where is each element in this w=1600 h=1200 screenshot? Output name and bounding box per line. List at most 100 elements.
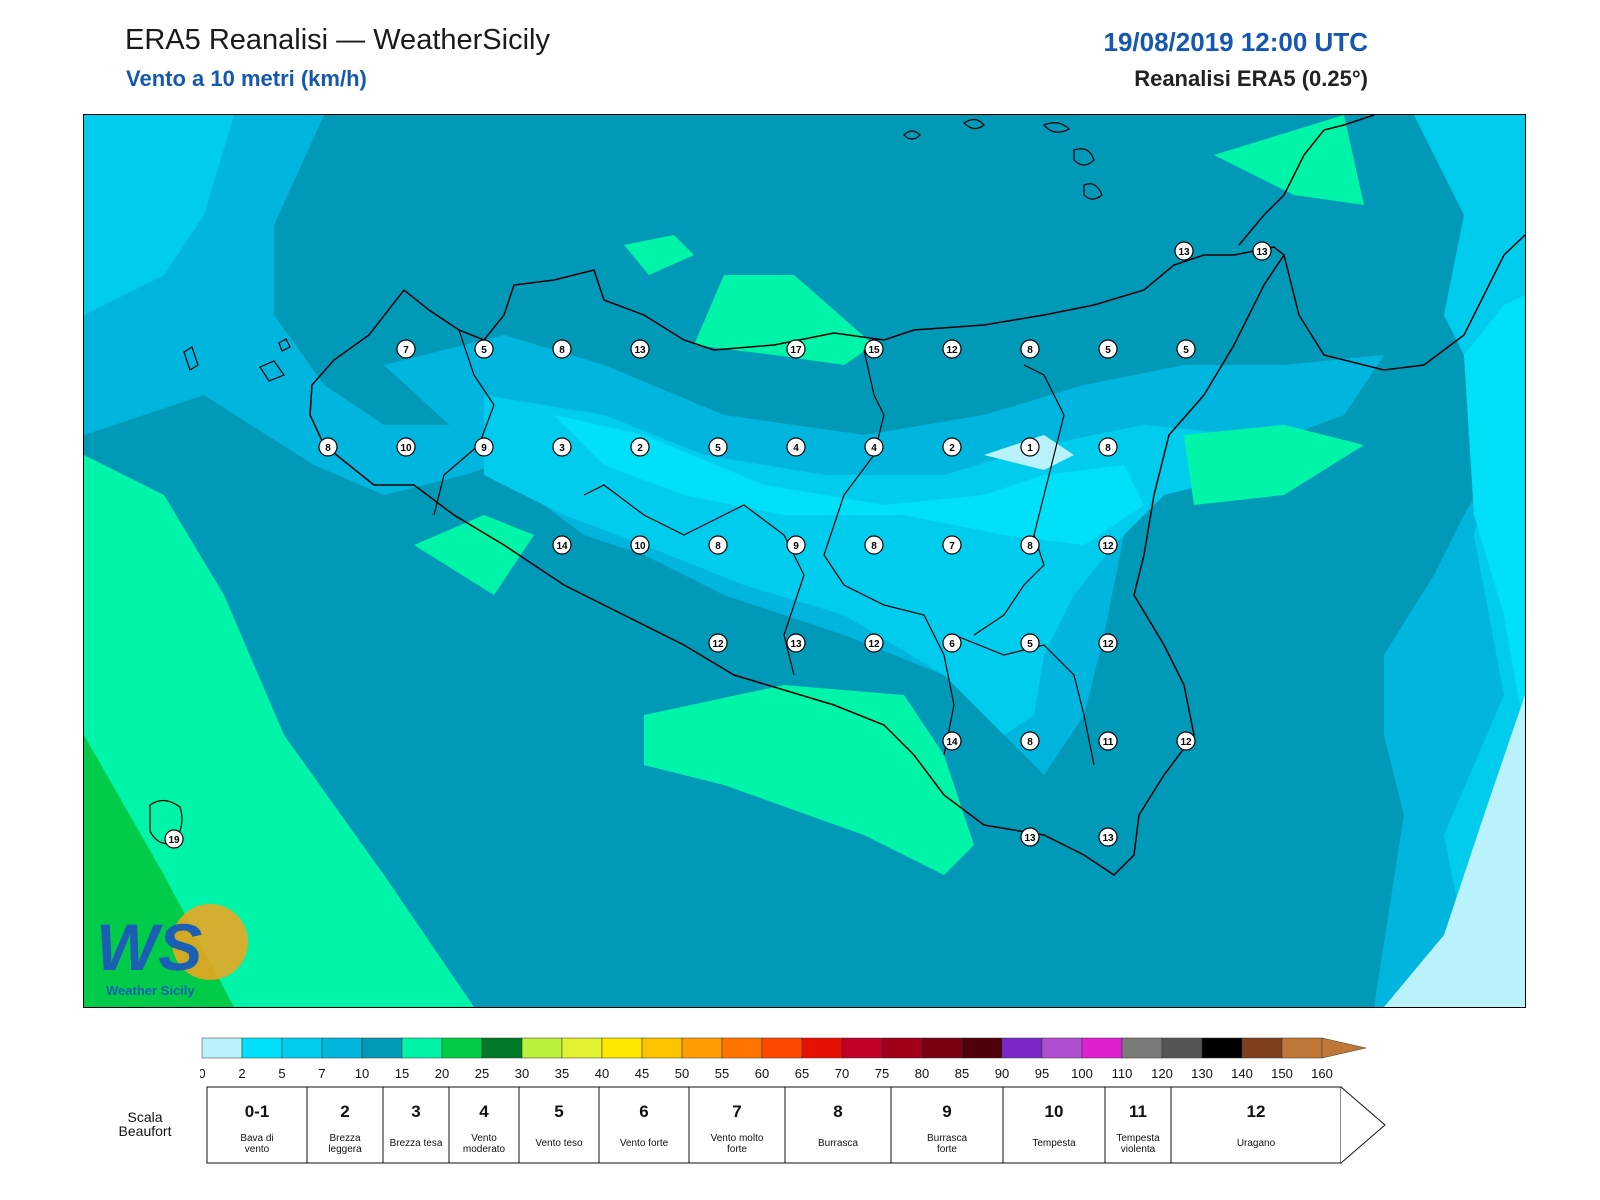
station-value: 5: [1027, 639, 1033, 650]
wind-speed-map: 7 5 8 13 17 15 12 8 5 5 8 10 9 3 2 5 4 4 2 1 8 14 10 8 9 8 7 8 12 12 1…: [83, 114, 1526, 1008]
colorbar-tick-label: 85: [955, 1066, 969, 1081]
station-value: 8: [325, 443, 331, 454]
colorbar-cell: [561, 1037, 603, 1059]
station-marker: 13: [786, 633, 806, 653]
station-value: 1: [1027, 443, 1033, 454]
station-dot: [318, 437, 338, 457]
station-marker: 8: [708, 535, 728, 555]
colorbar-tick-label: 2: [238, 1066, 245, 1081]
province-border: [973, 364, 1065, 636]
station-marker: 3: [552, 437, 572, 457]
colorbar-cell: [961, 1037, 1003, 1059]
station-marker: 15: [864, 339, 884, 359]
station-dot: [1174, 241, 1194, 261]
station-marker: 11: [1098, 731, 1118, 751]
station-marker: 8: [552, 339, 572, 359]
station-dot: [630, 535, 650, 555]
station-dot: [786, 633, 806, 653]
weathersicily-logo: WS Weather Sicily: [92, 900, 252, 1000]
logo-sun-icon: [172, 904, 248, 980]
beaufort-cell: 6 Vento forte: [598, 1086, 690, 1164]
station-marker: 5: [1020, 633, 1040, 653]
colorbar-cell: [521, 1037, 563, 1059]
station-marker: 2: [942, 437, 962, 457]
colorbar-tick-label: 90: [995, 1066, 1009, 1081]
station-dot: [864, 535, 884, 555]
colorbar-cell: [721, 1037, 763, 1059]
station-value: 9: [793, 541, 799, 552]
station-marker: 8: [318, 437, 338, 457]
station-value: 12: [1102, 639, 1114, 650]
station-dot: [1098, 633, 1118, 653]
station-dot: [1098, 437, 1118, 457]
station-marker: 8: [1020, 535, 1040, 555]
station-dot: [708, 633, 728, 653]
colorbar-cell: [601, 1037, 643, 1059]
station-value: 12: [946, 345, 958, 356]
station-dot: [1020, 633, 1040, 653]
station-dot: [1098, 339, 1118, 359]
station-dot: [630, 339, 650, 359]
station-value: 13: [1024, 833, 1036, 844]
aeolian-islands: [903, 118, 1103, 200]
station-dot: [1020, 827, 1040, 847]
station-dot: [942, 535, 962, 555]
colorbar-tick-label: 45: [635, 1066, 649, 1081]
beaufort-cell-box: [1104, 1086, 1172, 1164]
station-dot: [708, 437, 728, 457]
station-dot: [1020, 731, 1040, 751]
beaufort-cell: 9 Burrasca forte: [890, 1086, 1004, 1164]
station-marker: 5: [1176, 339, 1196, 359]
beaufort-number: 3: [411, 1102, 420, 1121]
beaufort-cell: 7 Vento molto forte: [688, 1086, 786, 1164]
station-value: 8: [1027, 737, 1033, 748]
station-marker: 4: [786, 437, 806, 457]
valid-datetime: 19/08/2019 12:00 UTC: [1103, 27, 1368, 57]
beaufort-cell: 2 Brezza leggera: [306, 1086, 384, 1164]
colorbar-cell: [881, 1037, 923, 1059]
station-value: 13: [1102, 833, 1114, 844]
station-value: 13: [1256, 247, 1268, 258]
colorbar-cell: [401, 1037, 443, 1059]
colorbar-tick-label: 50: [675, 1066, 689, 1081]
station-dot: [864, 437, 884, 457]
station-value: 8: [559, 345, 565, 356]
pantelleria-island: [149, 799, 183, 845]
beaufort-number: 11: [1129, 1102, 1147, 1121]
contour-15-20-band: [414, 515, 534, 595]
beaufort-cell-box: [518, 1086, 600, 1164]
calabria-coastline: [1238, 115, 1525, 371]
station-value: 15: [868, 345, 880, 356]
beaufort-cell-box: [598, 1086, 690, 1164]
colorbar-cell: [1281, 1037, 1323, 1059]
station-value: 8: [715, 541, 721, 552]
beaufort-description: Brezza leggera: [328, 1133, 362, 1155]
province-border: [953, 634, 1095, 766]
station-dot: [164, 829, 184, 849]
colorbar-cell: [1241, 1037, 1283, 1059]
beaufort-description: Vento moderato: [463, 1133, 506, 1155]
colorbar-cells: [201, 1037, 1367, 1059]
station-dot: [552, 535, 572, 555]
beaufort-cell-box: [1002, 1086, 1106, 1164]
station-marker: 2: [630, 437, 650, 457]
logo-text: Weather Sicily: [106, 983, 195, 998]
map-subtitle: Vento a 10 metri (km/h): [126, 66, 367, 91]
station-value: 14: [946, 737, 958, 748]
beaufort-cell-box: [784, 1086, 892, 1164]
station-marker: 13: [1252, 241, 1272, 261]
beaufort-description: Tempesta violenta: [1116, 1133, 1160, 1155]
station-marker: 5: [1098, 339, 1118, 359]
colorbar-cell: [801, 1037, 843, 1059]
station-dot: [1176, 339, 1196, 359]
beaufort-cell-box: [206, 1086, 308, 1164]
station-dot: [864, 339, 884, 359]
station-value: 12: [1102, 541, 1114, 552]
colorbar-cell: [481, 1037, 523, 1059]
colorbar-tick-label: 0: [200, 1066, 206, 1081]
beaufort-cell: 0-1 Bava di vento: [206, 1086, 308, 1164]
colorbar-tick-label: 55: [715, 1066, 729, 1081]
beaufort-cell-box: [688, 1086, 786, 1164]
station-value: 6: [949, 639, 955, 650]
